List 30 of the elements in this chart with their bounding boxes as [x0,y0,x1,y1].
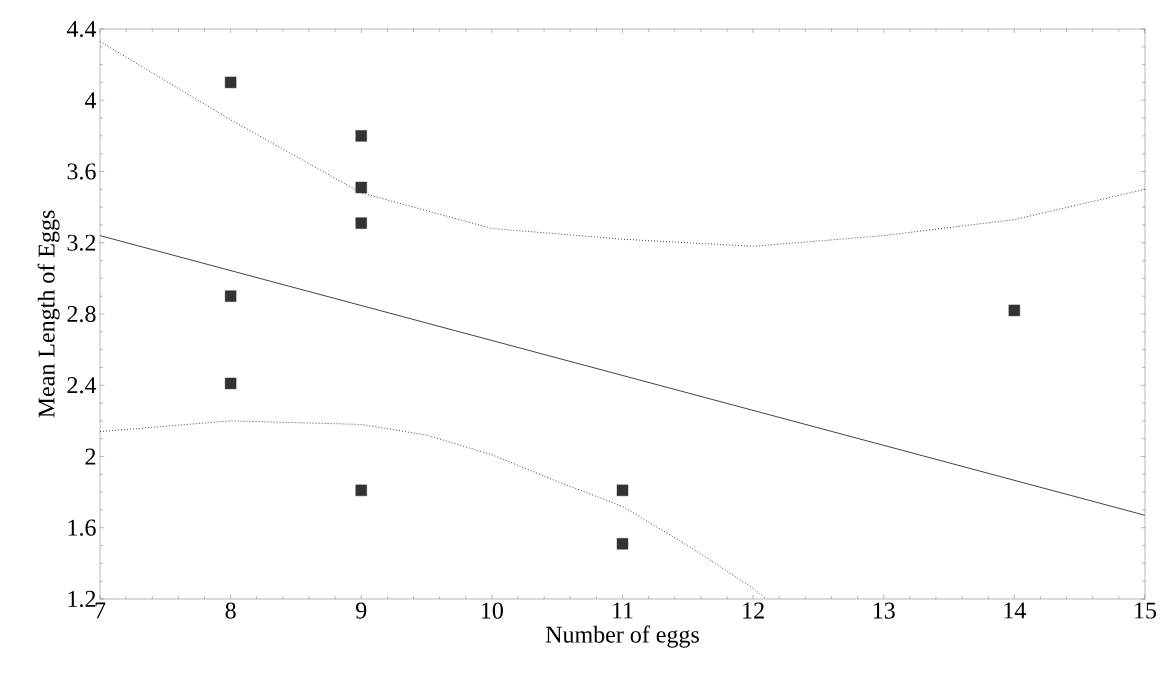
x-tick-label: 8 [225,602,236,619]
point [224,290,237,302]
x-tick-label: 10 [481,602,503,619]
x-tick-label: 9 [356,602,367,619]
x-axis-title: Number of eggs [545,625,699,648]
x-tick-label: 14 [1004,602,1026,619]
point [355,484,367,497]
x-tick-label: 11 [613,602,633,619]
y-tick-label: 3.6 [67,163,96,180]
x-tick-label: 12 [743,602,764,619]
point [224,76,237,89]
y-tick-label: 4.4 [66,20,97,38]
y-axis-title: Mean Length of Eggs [37,210,60,418]
x-tick-label: 13 [873,602,895,619]
y-tick-label: 2 [85,448,96,465]
y-tick-label: 1.6 [68,519,96,536]
x-tick-label: 7 [95,602,106,619]
point [616,538,629,550]
y-tick-label: 4 [84,92,97,109]
y-tick-label: 3.2 [67,234,96,251]
point [355,181,367,194]
y-tick-label: 2.8 [67,305,96,323]
point [616,484,629,497]
x-tick-label: 15 [1135,602,1157,619]
point [355,217,367,229]
y-tick-label: 1.2 [68,590,96,608]
point [224,377,237,390]
point [355,130,367,142]
point [1008,304,1021,317]
y-tick-label: 2.4 [67,377,97,394]
